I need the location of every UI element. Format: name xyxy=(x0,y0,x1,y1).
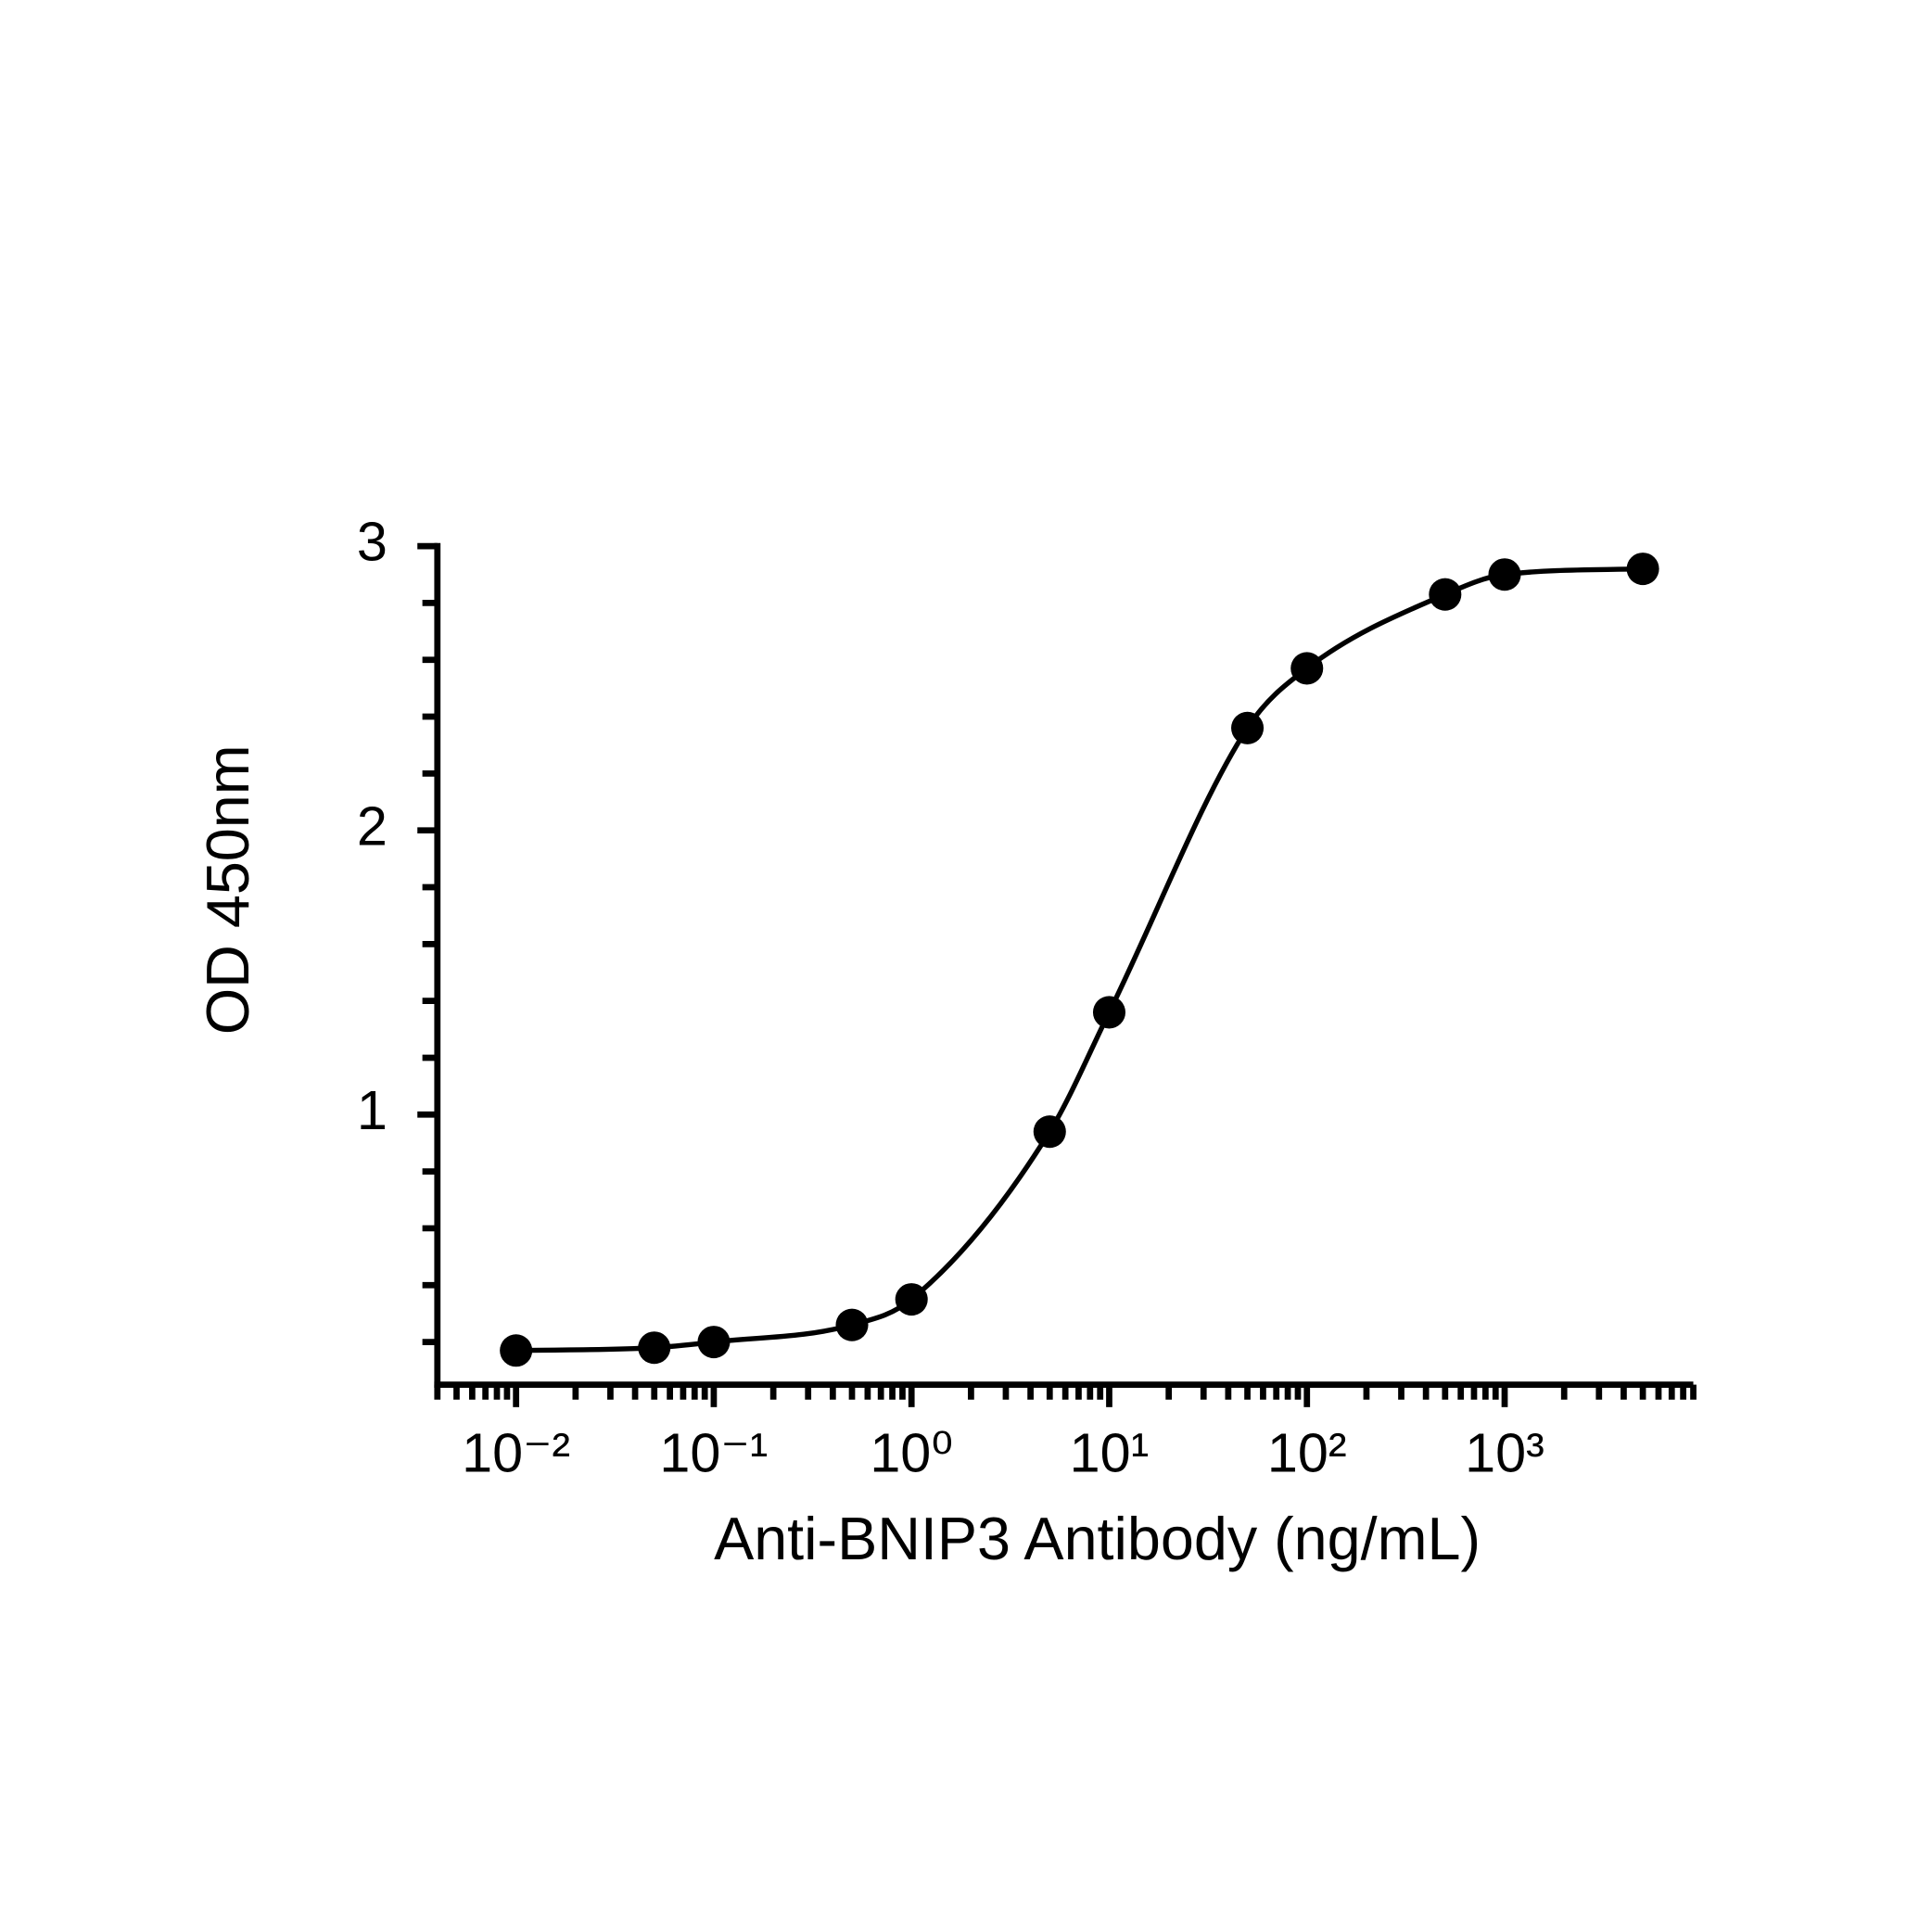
data-point xyxy=(895,1283,928,1316)
data-point xyxy=(697,1326,731,1359)
x-tick-label: 10⁰ xyxy=(870,1421,953,1483)
x-tick-label: 10¹ xyxy=(1070,1421,1150,1483)
data-point xyxy=(500,1334,533,1367)
data-point xyxy=(1231,711,1265,744)
y-tick-label: 2 xyxy=(357,794,388,857)
x-tick-label: 10⁻² xyxy=(462,1421,570,1483)
y-axis-title: OD 450nm xyxy=(194,744,261,1035)
data-point xyxy=(1429,578,1462,611)
data-point xyxy=(1290,652,1324,685)
data-point xyxy=(1626,553,1659,586)
x-tick-label: 10³ xyxy=(1465,1421,1544,1483)
data-point xyxy=(1488,558,1521,591)
x-axis-title: Anti-BNIP3 Antibody (ng/mL) xyxy=(714,1505,1481,1572)
y-tick-label: 1 xyxy=(357,1079,388,1141)
x-tick-label: 10² xyxy=(1267,1421,1347,1483)
data-point xyxy=(1033,1115,1066,1149)
y-tick-label: 3 xyxy=(357,511,388,573)
data-point xyxy=(1092,996,1126,1029)
data-point xyxy=(638,1331,671,1365)
data-point xyxy=(835,1308,869,1341)
x-tick-label: 10⁻¹ xyxy=(659,1421,768,1483)
